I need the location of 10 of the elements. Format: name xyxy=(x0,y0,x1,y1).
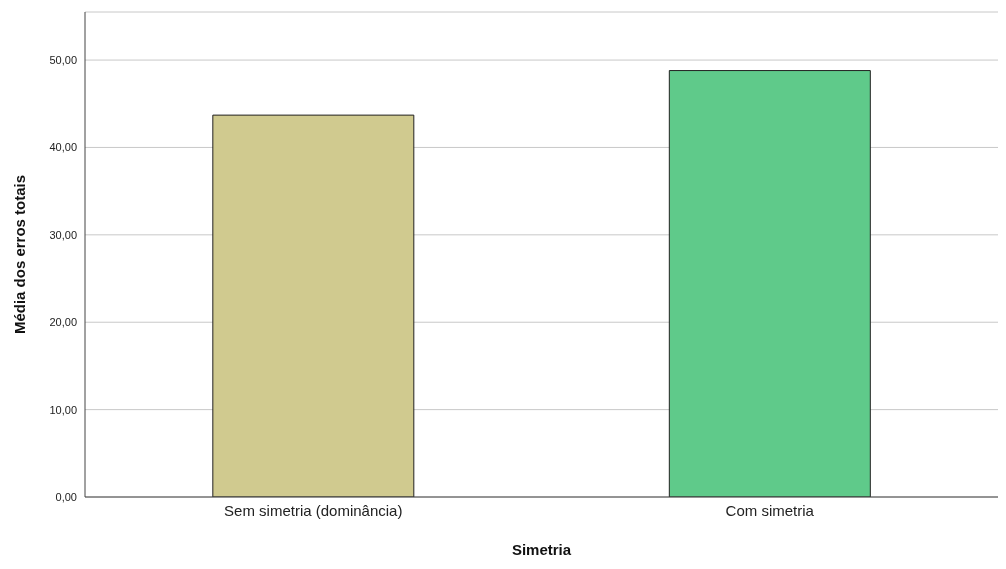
y-tick-label: 40,00 xyxy=(49,141,77,154)
y-tick-label: 20,00 xyxy=(49,316,77,329)
x-tick-label: Com simetria xyxy=(725,501,815,519)
y-axis-title: Média dos erros totais xyxy=(11,174,29,335)
y-tick-label: 10,00 xyxy=(49,403,77,416)
y-tick-label: 50,00 xyxy=(49,53,77,66)
y-tick-label: 30,00 xyxy=(49,228,77,241)
x-axis-title: Simetria xyxy=(511,541,572,558)
x-tick-label: Sem simetria (dominância) xyxy=(224,501,403,519)
y-tick-label: 0,00 xyxy=(55,490,77,503)
